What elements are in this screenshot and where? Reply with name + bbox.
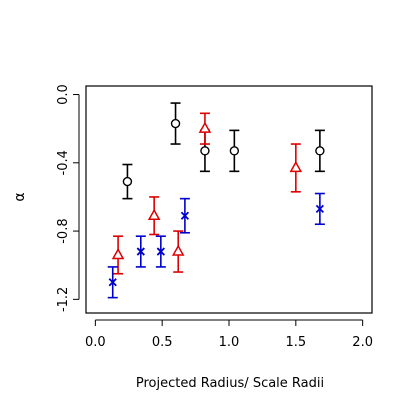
circle-data-point [170,102,181,145]
triangle-data-point [147,196,161,236]
cross-data-point [135,235,146,268]
circle-marker [200,146,210,156]
circle-marker [229,146,240,156]
y-tick-label: -0.4 [56,150,71,175]
x-tick-label: 2.0 [352,335,373,350]
cross-marker [180,211,190,220]
y-tick-label: -0.8 [56,218,71,243]
cross-data-point [107,266,118,299]
triangle-data-point [111,235,125,275]
y-tick-label: -1.2 [56,287,71,312]
triangle-data-point [171,230,185,273]
circle-marker [122,176,133,187]
x-tick-label: 1.0 [219,335,240,350]
plot-frame [85,85,373,314]
triangle-marker [171,244,185,256]
x-tick-label: 0.0 [85,335,106,350]
triangle-marker [289,160,303,173]
x-axis: 0.0 0.5 1.0 1.5 2.0 [85,319,373,350]
triangle-data-point [289,143,303,193]
cross-marker [136,247,145,256]
triangle-marker [111,247,125,260]
cross-data-point [155,235,166,268]
triangle-marker [147,208,161,220]
y-axis: 0.0 -0.4 -0.8 -1.2 [56,84,80,312]
circle-data-point [122,163,133,200]
cross-marker [315,204,325,214]
circle-marker [315,146,325,156]
x-tick-label: 0.5 [152,335,173,350]
cross-marker [108,278,117,287]
triangle-data-point [198,112,212,145]
circle-data-point [229,129,240,173]
cross-data-point [314,192,325,226]
data-points [107,102,325,299]
cross-data-point [179,197,190,234]
cross-marker [156,247,165,256]
x-axis-label: Projected Radius/ Scale Radii [136,376,324,391]
circle-marker [170,118,181,129]
triangle-marker [198,121,212,133]
circle-data-point [314,129,325,173]
y-axis-label: α [12,192,28,201]
x-tick-label: 1.5 [285,335,306,350]
y-tick-label: 0.0 [56,84,71,105]
